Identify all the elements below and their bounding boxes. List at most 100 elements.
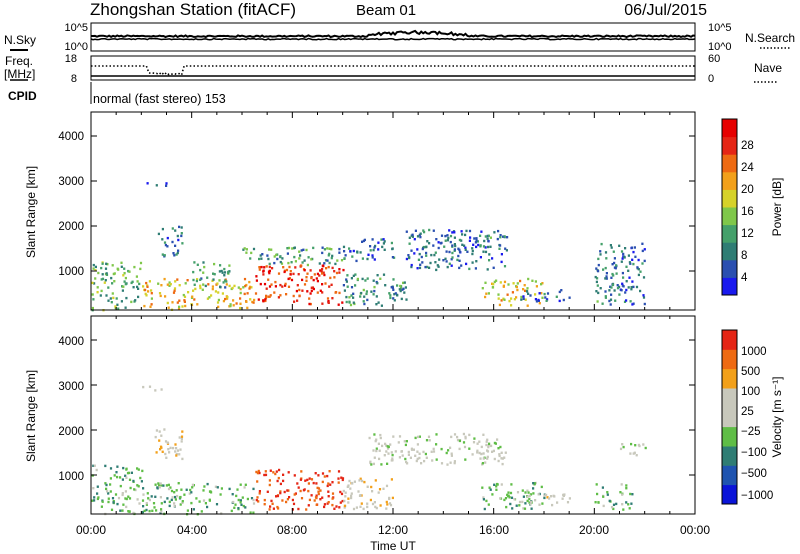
heatmap-cell	[532, 492, 535, 495]
heatmap-cell	[405, 298, 408, 301]
heatmap-cell	[418, 233, 421, 237]
heatmap-cell	[453, 249, 456, 252]
heatmap-cell	[464, 458, 467, 461]
heatmap-cell	[344, 491, 347, 494]
freq-label: Freq.	[5, 54, 33, 68]
heatmap-cell	[315, 482, 318, 485]
heatmap-cell	[534, 293, 537, 296]
heatmap-cell	[477, 243, 480, 247]
heatmap-cell	[196, 278, 199, 281]
heatmap-cell	[309, 302, 312, 306]
heatmap-cell	[106, 263, 109, 266]
heatmap-cell	[303, 269, 306, 272]
heatmap-cell	[206, 297, 209, 300]
colorbar-segment	[722, 119, 737, 138]
heatmap-cell	[154, 483, 157, 486]
heatmap-cell	[310, 286, 313, 289]
heatmap-cell	[263, 266, 266, 269]
xtick-24: 00:00	[680, 523, 710, 537]
heatmap-cell	[419, 263, 422, 266]
heatmap-cell	[125, 476, 128, 479]
heatmap-cell	[391, 286, 394, 289]
heatmap-cell	[371, 490, 374, 493]
heatmap-cell	[181, 430, 184, 433]
heatmap-cell	[134, 488, 137, 492]
heatmap-cell	[239, 306, 242, 310]
nave-tick-bottom: 0	[708, 73, 714, 85]
heatmap-cell	[331, 492, 335, 495]
heatmap-cell	[502, 235, 505, 238]
heatmap-cell	[100, 266, 103, 270]
heatmap-cell	[479, 245, 482, 248]
heatmap-cell	[95, 468, 98, 472]
nsky-tick-top: 10^5	[64, 22, 88, 34]
heatmap-cell	[449, 446, 452, 449]
heatmap-cell	[484, 250, 488, 254]
heatmap-cell	[321, 302, 324, 305]
heatmap-cell	[181, 457, 184, 461]
heatmap-cell	[420, 462, 423, 465]
heatmap-cell	[331, 481, 334, 484]
heatmap-cell	[432, 244, 435, 247]
heatmap-cell	[370, 463, 373, 466]
heatmap-cell	[499, 244, 502, 247]
heatmap-cell	[451, 251, 454, 255]
heatmap-cell	[268, 265, 271, 269]
heatmap-cell	[268, 262, 271, 266]
heatmap-cell	[446, 265, 449, 269]
heatmap-cell	[134, 299, 137, 302]
heatmap-cell	[109, 467, 113, 470]
heatmap-cell	[530, 500, 533, 503]
heatmap-cell	[600, 242, 603, 246]
heatmap-cell	[346, 285, 349, 288]
heatmap-cell	[292, 502, 296, 506]
heatmap-cell	[501, 457, 504, 460]
heatmap-cell	[515, 296, 518, 299]
heatmap-cell	[93, 499, 96, 502]
heatmap-cell	[252, 247, 256, 251]
heatmap-cell	[450, 264, 453, 267]
heatmap-cell	[630, 286, 633, 289]
velocity-cbar-tick-neg100: −100	[741, 447, 767, 459]
heatmap-cell	[492, 449, 495, 453]
velocity-cbar-tick-neg1000: −1000	[741, 490, 773, 502]
heatmap-cell	[195, 497, 198, 500]
heatmap-cell	[510, 304, 513, 307]
heatmap-cell	[199, 286, 202, 290]
heatmap-cell	[230, 509, 233, 513]
heatmap-cell	[345, 295, 348, 299]
heatmap-cell	[338, 268, 341, 271]
heatmap-cell	[370, 485, 373, 489]
heatmap-cell	[221, 292, 224, 295]
heatmap-cell	[301, 289, 304, 292]
heatmap-cell	[535, 300, 538, 303]
heatmap-cell	[627, 254, 630, 257]
colorbar-segment	[722, 171, 737, 190]
heatmap-cell	[471, 261, 474, 264]
heatmap-cell	[146, 284, 149, 287]
heatmap-cell	[258, 266, 261, 269]
heatmap-cell	[392, 297, 395, 300]
heatmap-cell	[487, 239, 490, 243]
heatmap-cell	[503, 498, 506, 502]
heatmap-cell	[141, 469, 144, 473]
heatmap-cell	[337, 470, 341, 473]
heatmap-cell	[365, 292, 368, 296]
colorbar-segment	[722, 277, 737, 296]
heatmap-cell	[263, 498, 266, 502]
heatmap-cell	[148, 509, 151, 513]
heatmap-cell	[415, 459, 418, 463]
heatmap-cell	[382, 238, 385, 241]
heatmap-cell	[595, 483, 598, 486]
heatmap-cell	[331, 266, 334, 270]
heatmap-cell	[609, 285, 612, 288]
heatmap-cell	[232, 500, 235, 504]
heatmap-cell	[371, 502, 375, 506]
heatmap-cell	[146, 492, 149, 495]
heatmap-cell	[297, 507, 300, 511]
power-cbar-tick-24: 24	[741, 162, 754, 174]
heatmap-cell	[277, 476, 280, 480]
heatmap-cell	[285, 268, 289, 272]
heatmap-cell	[235, 302, 238, 305]
heatmap-cell	[527, 292, 530, 295]
